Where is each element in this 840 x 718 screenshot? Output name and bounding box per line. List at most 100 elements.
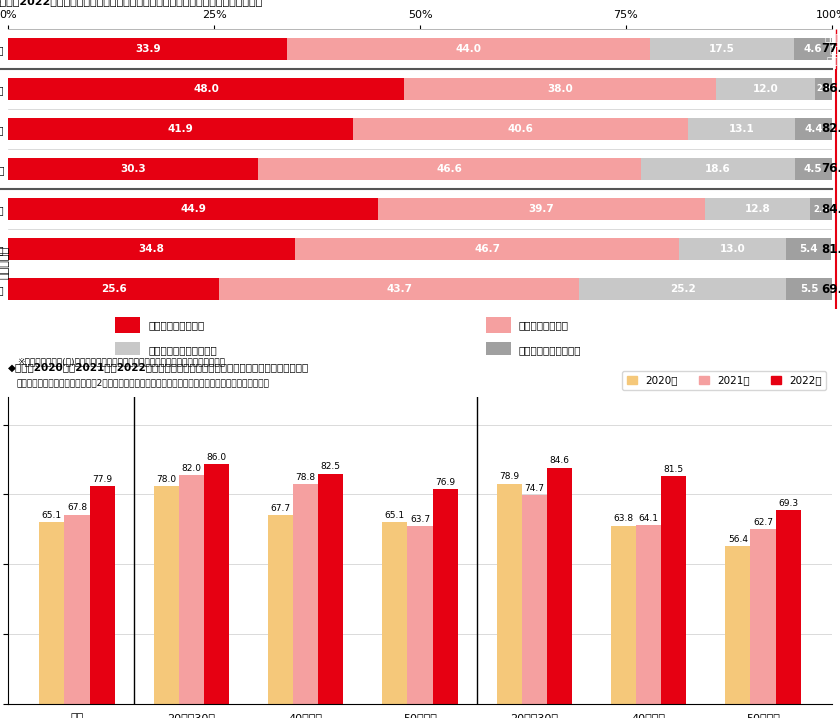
Bar	[219, 278, 579, 300]
Text: 18.6: 18.6	[705, 164, 731, 174]
Text: 25.6: 25.6	[101, 284, 127, 294]
Bar	[680, 238, 786, 260]
Text: 48.0: 48.0	[193, 84, 219, 94]
Text: 5.5: 5.5	[800, 284, 818, 294]
Bar	[295, 238, 680, 260]
Text: 78.9: 78.9	[499, 472, 519, 481]
Bar	[90, 486, 115, 704]
Bar	[786, 238, 831, 260]
Text: 63.7: 63.7	[410, 515, 430, 523]
Text: 63.8: 63.8	[613, 515, 633, 523]
Bar	[407, 526, 433, 704]
Bar	[547, 467, 572, 704]
Bar	[661, 476, 686, 704]
Text: 44.0: 44.0	[455, 44, 481, 54]
Bar	[382, 522, 407, 704]
Bar	[287, 38, 649, 60]
Bar	[688, 118, 795, 140]
Text: 78.8: 78.8	[296, 472, 316, 482]
Text: ◆今年（2022年）の夏、家族で長距離ドライブをしたいと思うか　［単一回答形式］: ◆今年（2022年）の夏、家族で長距離ドライブをしたいと思うか ［単一回答形式］	[0, 0, 263, 6]
Text: 86.0: 86.0	[207, 452, 227, 462]
Text: 男女・年代: 男女・年代	[0, 246, 9, 279]
Text: 2.0: 2.0	[816, 84, 831, 93]
Text: 33.9: 33.9	[135, 44, 160, 54]
Text: 81.5: 81.5	[664, 465, 684, 474]
Bar	[642, 158, 795, 180]
Bar	[8, 198, 378, 220]
Bar	[522, 495, 547, 704]
Text: 38.0: 38.0	[547, 84, 573, 94]
Bar	[318, 474, 344, 704]
Text: 4.4: 4.4	[804, 124, 823, 134]
Text: 25.2: 25.2	[669, 284, 696, 294]
Text: ※「したいと思う(計)」は「非常にしたいと思う」と「まあしたいと思う」の合計。: ※「したいと思う(計)」は「非常にしたいと思う」と「まあしたいと思う」の合計。	[17, 357, 224, 366]
Text: 56.4: 56.4	[727, 535, 748, 544]
Bar	[8, 118, 354, 140]
Bar	[486, 317, 511, 333]
Bar	[354, 118, 688, 140]
Bar	[611, 526, 636, 704]
Bar	[717, 78, 815, 100]
Text: 86.0: 86.0	[822, 83, 840, 95]
Bar	[795, 158, 832, 180]
Text: 43.7: 43.7	[386, 284, 412, 294]
Bar	[39, 522, 65, 704]
Text: 41.9: 41.9	[168, 124, 194, 134]
Bar	[750, 528, 775, 704]
Text: 12.8: 12.8	[744, 204, 770, 214]
Bar	[65, 515, 90, 704]
Text: 4.6: 4.6	[803, 44, 822, 54]
Bar	[815, 78, 832, 100]
Text: 非常にしたいと思う: 非常にしたいと思う	[149, 320, 205, 330]
Legend: 2020年, 2021年, 2022年: 2020年, 2021年, 2022年	[622, 371, 827, 390]
Text: 2.6: 2.6	[813, 205, 828, 213]
Bar	[725, 546, 750, 704]
Text: 12.0: 12.0	[753, 84, 779, 94]
Text: 13.1: 13.1	[728, 124, 754, 134]
Text: 78.0: 78.0	[156, 475, 176, 484]
Bar	[115, 342, 140, 358]
Bar	[794, 38, 832, 60]
Bar	[293, 484, 318, 704]
Text: したいと
思う
（計）: したいと 思う （計）	[824, 32, 840, 65]
Bar	[179, 475, 204, 704]
Text: 全くしたいと思わない: 全くしたいと思わない	[519, 345, 581, 355]
Text: 17.5: 17.5	[709, 44, 735, 54]
Text: 5.4: 5.4	[799, 244, 818, 254]
Text: 69.3: 69.3	[778, 499, 798, 508]
Bar	[705, 198, 811, 220]
Text: まあしたいと思う: まあしたいと思う	[519, 320, 569, 330]
Text: 46.7: 46.7	[474, 244, 500, 254]
Text: 34.8: 34.8	[139, 244, 165, 254]
Text: 82.5: 82.5	[321, 462, 341, 471]
Text: ただし、構成比は小数点以下第2位を四捨五入しているため、内訳の計と一致しない場合があります。: ただし、構成比は小数点以下第2位を四捨五入しているため、内訳の計と一致しない場合…	[17, 378, 270, 387]
Bar	[795, 118, 832, 140]
Text: 82.0: 82.0	[181, 464, 202, 472]
Bar	[649, 38, 794, 60]
Text: 84.6: 84.6	[822, 202, 840, 215]
Text: ◆今年（2020年・2021年・2022年）の夏、家族で長距離ドライブをしたいと思う人の割合: ◆今年（2020年・2021年・2022年）の夏、家族で長距離ドライブをしたいと…	[8, 363, 310, 373]
Text: 67.7: 67.7	[270, 503, 291, 513]
Text: あまりしたいと思わない: あまりしたいと思わない	[149, 345, 217, 355]
Bar	[8, 278, 219, 300]
Bar	[486, 342, 511, 358]
Bar	[8, 158, 258, 180]
Bar	[636, 525, 661, 704]
Text: 13.0: 13.0	[720, 244, 746, 254]
Text: 77.9: 77.9	[92, 475, 113, 484]
Text: 84.6: 84.6	[549, 457, 570, 465]
Text: 30.3: 30.3	[120, 164, 146, 174]
Text: 62.7: 62.7	[753, 518, 773, 526]
Text: 64.1: 64.1	[638, 513, 659, 523]
Text: 76.9: 76.9	[435, 478, 455, 487]
Bar	[786, 278, 832, 300]
Text: 74.7: 74.7	[524, 484, 544, 493]
Text: 82.5: 82.5	[822, 122, 840, 136]
Text: 77.9: 77.9	[822, 42, 840, 55]
Text: 69.3: 69.3	[822, 283, 840, 296]
Text: 46.6: 46.6	[437, 164, 463, 174]
Text: 40.6: 40.6	[507, 124, 533, 134]
Text: 65.1: 65.1	[385, 510, 405, 520]
Text: 44.9: 44.9	[181, 204, 206, 214]
Bar	[268, 515, 293, 704]
